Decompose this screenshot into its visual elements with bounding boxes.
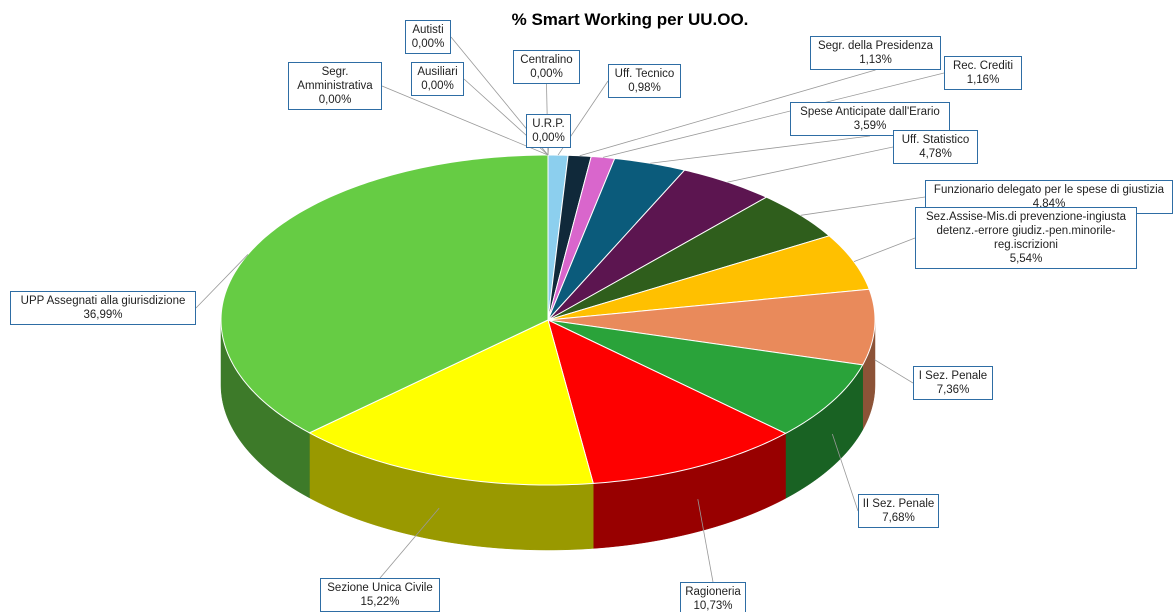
- data-label: Uff. Statistico 4,78%: [893, 130, 978, 164]
- leader-line: [831, 433, 859, 512]
- category-label: Uff. Statistico: [901, 134, 970, 146]
- slice: [547, 235, 870, 321]
- data-label: Sezione Unica Civile 15,22%: [320, 578, 440, 612]
- slice: [547, 319, 864, 434]
- category-label: Centralino: [520, 54, 573, 66]
- value-label: 5,54%: [1009, 253, 1043, 265]
- leader-line: [800, 196, 926, 216]
- leader-line: [381, 85, 549, 156]
- category-label: Autisti: [412, 24, 444, 36]
- leader-line: [853, 237, 916, 263]
- leader-line: [727, 146, 894, 183]
- value-label: 0,00%: [421, 80, 454, 92]
- leader-line: [379, 507, 440, 579]
- value-label: 0,00%: [411, 38, 445, 50]
- category-label: Funzionario delegato per le spese di giu…: [933, 184, 1165, 196]
- data-label: Ragioneria 10,73%: [680, 582, 746, 612]
- value-label: 0,00%: [530, 68, 563, 80]
- value-label: 36,99%: [83, 309, 123, 321]
- data-label: UPP Assegnati alla giurisdizione 36,99%: [10, 291, 196, 325]
- leader-line: [195, 254, 249, 309]
- category-label: U.R.P.: [532, 118, 565, 130]
- slice: [547, 196, 831, 321]
- category-label: Ausiliari: [417, 66, 458, 78]
- leader-line: [602, 72, 945, 158]
- leader-line: [697, 499, 714, 583]
- value-label: 7,68%: [882, 512, 915, 524]
- leader-line: [650, 135, 871, 164]
- category-label: Uff. Tecnico: [614, 68, 675, 80]
- value-label: 1,13%: [859, 54, 892, 66]
- value-label: 1,16%: [966, 74, 1000, 86]
- data-label: Centralino 0,00%: [513, 50, 580, 84]
- data-label: Autisti 0,00%: [405, 20, 451, 54]
- value-label: 3,59%: [853, 120, 887, 132]
- slice: [547, 288, 876, 366]
- category-label: II Sez. Penale: [862, 498, 935, 510]
- value-label: 10,73%: [693, 600, 733, 612]
- category-label: Segr. della Presidenza: [817, 40, 934, 52]
- leader-line: [579, 69, 876, 157]
- category-label: I Sez. Penale: [918, 370, 988, 382]
- value-label: 0,00%: [532, 132, 565, 144]
- data-label: Uff. Tecnico 0,98%: [608, 64, 681, 98]
- category-label: Sezione Unica Civile: [327, 582, 433, 594]
- value-label: 0,00%: [318, 94, 352, 106]
- category-label: Ragioneria: [685, 586, 741, 598]
- data-label: Segr. della Presidenza 1,13%: [810, 36, 941, 70]
- slice: [547, 319, 787, 484]
- category-label: Sez.Assise-Mis.di prevenzione-ingiusta d…: [925, 211, 1127, 251]
- data-label: Ausiliari 0,00%: [411, 62, 464, 96]
- category-label: Segr. Amministrativa: [297, 66, 373, 92]
- value-label: 4,78%: [919, 148, 952, 160]
- data-label: U.R.P. 0,00%: [526, 114, 571, 148]
- slice: [308, 319, 594, 486]
- data-label: I Sez. Penale 7,36%: [913, 366, 993, 400]
- data-label: Segr. Amministrativa 0,00%: [288, 62, 382, 110]
- category-label: Rec. Crediti: [952, 60, 1014, 72]
- category-label: Spese Anticipate dall'Erario: [800, 106, 940, 118]
- category-label: UPP Assegnati alla giurisdizione: [20, 295, 186, 307]
- value-label: 15,22%: [360, 596, 400, 608]
- value-label: 7,36%: [936, 384, 970, 396]
- chart-title: % Smart Working per UU.OO.: [511, 10, 749, 29]
- value-label: 0,98%: [628, 82, 661, 94]
- data-label: Spese Anticipate dall'Erario 3,59%: [790, 102, 950, 136]
- data-label: Sez.Assise-Mis.di prevenzione-ingiusta d…: [915, 207, 1137, 269]
- leader-line: [874, 359, 914, 384]
- data-label: II Sez. Penale 7,68%: [858, 494, 939, 528]
- slice: [547, 169, 768, 321]
- data-label: Rec. Crediti 1,16%: [944, 56, 1022, 90]
